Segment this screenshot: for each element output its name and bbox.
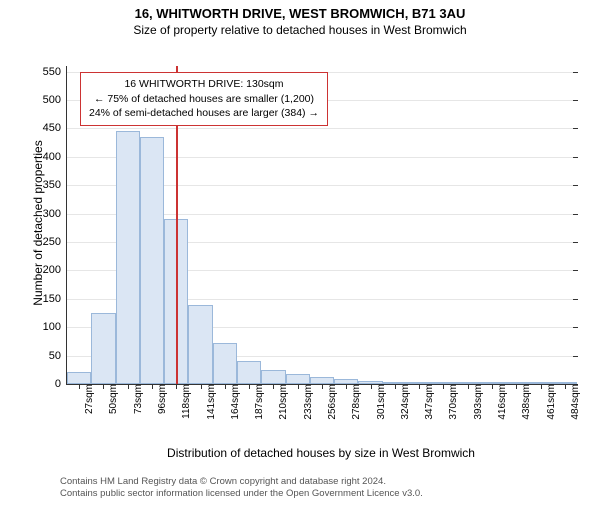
x-tick-mark [516,384,517,389]
footer-attribution: Contains HM Land Registry data © Crown c… [60,476,423,501]
x-tick-mark [371,384,372,389]
y-tick-mark [573,299,578,300]
histogram-bar [116,131,140,384]
x-tick-label: 370sqm [446,384,459,420]
y-tick-label: 350 [43,179,67,191]
x-tick-mark [541,384,542,389]
x-tick-label: 50sqm [106,384,119,414]
x-tick-label: 324sqm [398,384,411,420]
y-tick-mark [573,214,578,215]
x-tick-mark [419,384,420,389]
x-tick-label: 210sqm [276,384,289,420]
y-tick-label: 300 [43,208,67,220]
x-tick-label: 393sqm [471,384,484,420]
histogram-bar [91,313,115,384]
chart-subtitle: Size of property relative to detached ho… [0,23,600,37]
x-axis-label: Distribution of detached houses by size … [66,446,576,460]
gridline [67,128,577,129]
y-tick-label: 500 [43,94,67,106]
y-tick-label: 0 [55,378,67,390]
x-tick-label: 438sqm [519,384,532,420]
x-tick-mark [322,384,323,389]
x-tick-label: 484sqm [568,384,581,420]
x-tick-mark [128,384,129,389]
y-tick-mark [573,270,578,271]
x-tick-mark [468,384,469,389]
y-tick-mark [573,128,578,129]
x-tick-label: 73sqm [131,384,144,414]
x-tick-mark [492,384,493,389]
histogram-bar [310,377,334,384]
x-tick-mark [225,384,226,389]
x-tick-mark [346,384,347,389]
histogram-bar [237,361,261,384]
info-line-2: ← 75% of detached houses are smaller (1,… [89,92,319,107]
x-tick-label: 256sqm [325,384,338,420]
x-tick-label: 416sqm [495,384,508,420]
y-axis-label: Number of detached properties [31,123,45,323]
x-tick-label: 187sqm [252,384,265,420]
x-tick-label: 461sqm [544,384,557,420]
y-tick-label: 100 [43,321,67,333]
x-tick-label: 27sqm [82,384,95,414]
info-line-3: 24% of semi-detached houses are larger (… [89,106,319,121]
info-line-1: 16 WHITWORTH DRIVE: 130sqm [89,77,319,92]
footer-line-1: Contains HM Land Registry data © Crown c… [60,476,423,488]
y-tick-mark [573,242,578,243]
y-tick-label: 200 [43,264,67,276]
x-tick-label: 278sqm [349,384,362,420]
x-tick-label: 233sqm [301,384,314,420]
y-tick-mark [573,327,578,328]
y-tick-label: 50 [49,350,67,362]
x-tick-mark [201,384,202,389]
histogram-bar [140,137,164,384]
reference-info-box: 16 WHITWORTH DRIVE: 130sqm ← 75% of deta… [80,72,328,126]
histogram-bar [188,305,212,385]
x-tick-mark [443,384,444,389]
y-tick-label: 400 [43,151,67,163]
x-tick-mark [103,384,104,389]
x-tick-label: 347sqm [422,384,435,420]
y-tick-label: 150 [43,293,67,305]
x-tick-label: 96sqm [155,384,168,414]
x-tick-mark [249,384,250,389]
histogram-bar [213,343,237,384]
x-tick-label: 141sqm [204,384,217,420]
y-tick-mark [573,185,578,186]
x-tick-mark [273,384,274,389]
y-tick-label: 250 [43,236,67,248]
x-tick-mark [152,384,153,389]
histogram-bar [261,370,285,384]
chart-title: 16, WHITWORTH DRIVE, WEST BROMWICH, B71 … [0,6,600,21]
histogram-bar [286,374,310,384]
x-tick-label: 118sqm [179,384,192,419]
y-tick-mark [573,356,578,357]
x-tick-mark [176,384,177,389]
y-tick-mark [573,100,578,101]
x-tick-mark [79,384,80,389]
footer-line-2: Contains public sector information licen… [60,488,423,500]
y-tick-label: 550 [43,66,67,78]
y-tick-label: 450 [43,122,67,134]
x-tick-mark [395,384,396,389]
x-tick-label: 301sqm [374,384,387,420]
y-tick-mark [573,157,578,158]
y-tick-mark [573,72,578,73]
histogram-bar [67,372,91,384]
x-tick-mark [298,384,299,389]
x-tick-label: 164sqm [228,384,241,420]
x-tick-mark [565,384,566,389]
